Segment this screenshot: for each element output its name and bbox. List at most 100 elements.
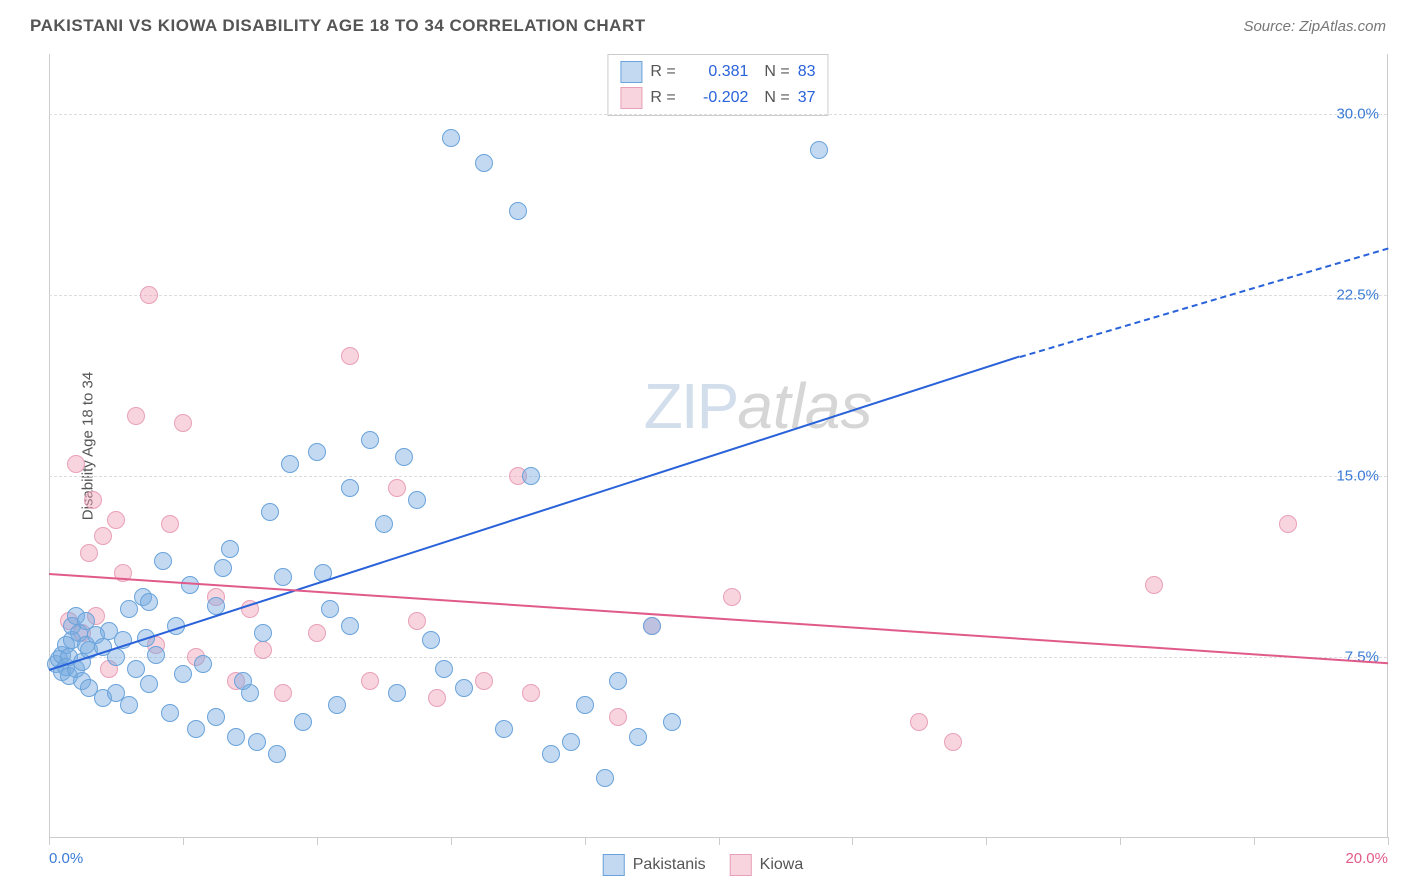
- legend-n-label: N =: [764, 63, 789, 81]
- scatter-point: [174, 414, 192, 432]
- x-tick: [183, 837, 184, 845]
- legend-swatch: [620, 61, 642, 83]
- scatter-point: [140, 675, 158, 693]
- scatter-point: [495, 720, 513, 738]
- scatter-point: [361, 431, 379, 449]
- scatter-point: [248, 733, 266, 751]
- scatter-point: [321, 600, 339, 618]
- trend-line: [49, 573, 1388, 664]
- legend-swatch: [620, 87, 642, 109]
- scatter-point: [268, 745, 286, 763]
- scatter-point: [944, 733, 962, 751]
- scatter-point: [147, 646, 165, 664]
- y-tick-label: 15.0%: [1336, 468, 1379, 485]
- scatter-point: [254, 641, 272, 659]
- x-tick: [1388, 837, 1389, 845]
- scatter-point: [161, 515, 179, 533]
- scatter-point: [609, 672, 627, 690]
- scatter-point: [1279, 515, 1297, 533]
- scatter-point: [388, 684, 406, 702]
- scatter-point: [274, 568, 292, 586]
- scatter-point: [94, 527, 112, 545]
- series-legend-label: Pakistanis: [633, 856, 706, 874]
- scatter-point: [308, 443, 326, 461]
- chart-title: PAKISTANI VS KIOWA DISABILITY AGE 18 TO …: [30, 16, 646, 35]
- correlation-legend: R =0.381N =83R =-0.202N =37: [607, 54, 828, 116]
- scatter-point: [281, 455, 299, 473]
- scatter-point: [609, 708, 627, 726]
- scatter-point: [562, 733, 580, 751]
- x-tick: [585, 837, 586, 845]
- scatter-point: [422, 631, 440, 649]
- scatter-point: [274, 684, 292, 702]
- legend-r-label: R =: [650, 63, 680, 81]
- x-tick: [986, 837, 987, 845]
- scatter-point: [522, 684, 540, 702]
- scatter-point: [174, 665, 192, 683]
- scatter-point: [509, 202, 527, 220]
- scatter-point: [214, 559, 232, 577]
- legend-row: R =0.381N =83: [620, 59, 815, 85]
- scatter-point: [127, 407, 145, 425]
- x-tick: [317, 837, 318, 845]
- trend-line: [49, 356, 1020, 671]
- scatter-point: [341, 617, 359, 635]
- scatter-point: [161, 704, 179, 722]
- x-tick: [719, 837, 720, 845]
- gridline-h: [49, 657, 1387, 658]
- scatter-point: [187, 720, 205, 738]
- scatter-point: [308, 624, 326, 642]
- scatter-point: [455, 679, 473, 697]
- scatter-point: [408, 612, 426, 630]
- scatter-point: [261, 503, 279, 521]
- chart-plot-area: ZIPatlas R =0.381N =83R =-0.202N =37 7.5…: [49, 54, 1388, 838]
- scatter-point: [361, 672, 379, 690]
- x-tick: [49, 837, 50, 845]
- scatter-point: [576, 696, 594, 714]
- y-axis-line: [49, 54, 50, 837]
- scatter-point: [643, 617, 661, 635]
- scatter-point: [341, 479, 359, 497]
- x-tick: [852, 837, 853, 845]
- scatter-point: [442, 129, 460, 147]
- legend-r-value: 0.381: [688, 63, 748, 81]
- y-tick-label: 30.0%: [1336, 106, 1379, 123]
- series-legend: PakistanisKiowa: [603, 854, 804, 876]
- x-tick: [451, 837, 452, 845]
- x-tick-label: 20.0%: [1345, 850, 1388, 867]
- scatter-point: [408, 491, 426, 509]
- scatter-point: [107, 511, 125, 529]
- legend-row: R =-0.202N =37: [620, 85, 815, 111]
- scatter-point: [910, 713, 928, 731]
- scatter-point: [67, 455, 85, 473]
- x-tick: [1120, 837, 1121, 845]
- scatter-point: [1145, 576, 1163, 594]
- scatter-point: [154, 552, 172, 570]
- scatter-point: [227, 728, 245, 746]
- gridline-h: [49, 476, 1387, 477]
- scatter-point: [80, 544, 98, 562]
- scatter-point: [435, 660, 453, 678]
- scatter-point: [328, 696, 346, 714]
- scatter-point: [629, 728, 647, 746]
- chart-header: PAKISTANI VS KIOWA DISABILITY AGE 18 TO …: [30, 16, 1386, 46]
- x-tick-label: 0.0%: [49, 850, 83, 867]
- gridline-h: [49, 114, 1387, 115]
- watermark: ZIPatlas: [644, 369, 873, 443]
- scatter-point: [723, 588, 741, 606]
- scatter-point: [127, 660, 145, 678]
- watermark-zip: ZIP: [644, 370, 738, 442]
- scatter-point: [294, 713, 312, 731]
- scatter-point: [375, 515, 393, 533]
- scatter-point: [475, 672, 493, 690]
- scatter-point: [522, 467, 540, 485]
- legend-r-value: -0.202: [688, 89, 748, 107]
- scatter-point: [475, 154, 493, 172]
- scatter-point: [810, 141, 828, 159]
- gridline-h: [49, 295, 1387, 296]
- scatter-point: [428, 689, 446, 707]
- scatter-point: [120, 696, 138, 714]
- scatter-point: [388, 479, 406, 497]
- y-tick-label: 22.5%: [1336, 287, 1379, 304]
- scatter-point: [140, 593, 158, 611]
